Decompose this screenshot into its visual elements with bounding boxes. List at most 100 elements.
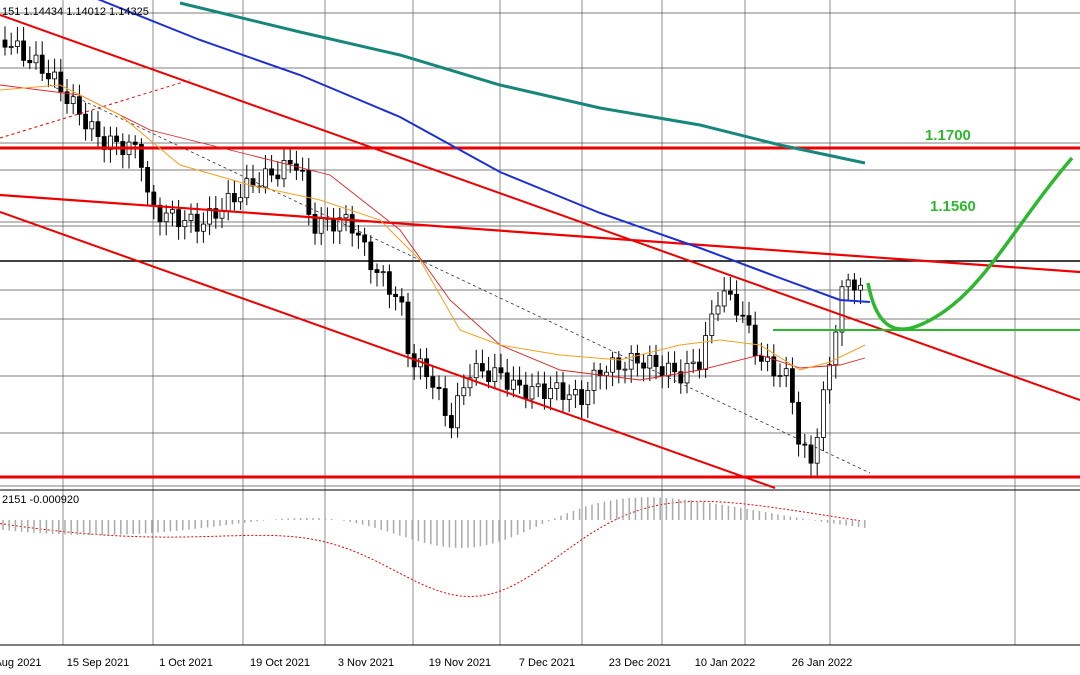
candle-body [467, 377, 473, 389]
trend-line [0, 14, 1080, 401]
candle-body [852, 279, 857, 291]
candle-body [498, 367, 504, 374]
candle-body [14, 40, 20, 47]
candle-body [839, 286, 845, 333]
candle-body [734, 293, 739, 316]
moving-average [97, 0, 871, 303]
candle-body [628, 352, 634, 370]
candle-body [535, 383, 541, 388]
candle-body [790, 368, 795, 403]
candle-body [306, 170, 312, 215]
moving-average [179, 1, 866, 165]
candle-body [554, 382, 560, 389]
candle-body [697, 361, 702, 370]
candle-body [455, 395, 461, 429]
candle-body [213, 208, 219, 219]
candle-body [783, 368, 789, 376]
candle-body [548, 388, 553, 400]
candle-body [386, 271, 392, 295]
candle-body [721, 290, 727, 307]
candle-body [461, 387, 467, 397]
macd-panel [2, 497, 866, 548]
candle-body [510, 379, 516, 390]
candle-body [157, 204, 163, 223]
x-tick-label: 23 Dec 2021 [609, 657, 671, 669]
x-tick-label: 7 Dec 2021 [519, 657, 575, 669]
candle-body [436, 386, 442, 390]
level-label: 1.1560 [930, 198, 976, 215]
candle-body [200, 223, 206, 232]
candle-body [529, 386, 535, 400]
candle-body [77, 96, 82, 115]
candle-body [275, 174, 281, 180]
ohlc-label: 151 1.14434 1.14012 1.14325 [2, 6, 149, 18]
candle-body [424, 358, 430, 378]
candle-body [604, 371, 609, 376]
candle-body [380, 271, 386, 274]
candle-body [362, 234, 368, 243]
candle-body [281, 160, 287, 180]
candle-body [765, 356, 770, 362]
candle-body [21, 40, 27, 61]
candle-body [473, 363, 479, 379]
x-tick-label: Aug 2021 [0, 657, 42, 669]
candle-body [405, 301, 411, 355]
candle-body [504, 372, 510, 390]
candle-body [8, 46, 14, 48]
candle-body [566, 394, 572, 400]
candle-body [46, 72, 51, 80]
candle-body [163, 212, 169, 223]
trend-line [49, 84, 871, 474]
candle-body [64, 91, 70, 104]
candle-body [517, 379, 522, 386]
candle-body [542, 383, 547, 400]
candle-body [287, 160, 293, 165]
forecast-curve [866, 156, 1074, 331]
candle-body [666, 362, 671, 377]
x-tick-label: 15 Sep 2021 [67, 657, 129, 669]
candle-body [858, 284, 863, 291]
x-tick-label: 26 Jan 2022 [792, 657, 853, 669]
candle-body [573, 389, 578, 396]
candle-body [52, 71, 57, 80]
candle-body [523, 384, 529, 400]
candle-body [374, 269, 380, 273]
candle-body [560, 382, 566, 400]
candle-body [597, 369, 603, 376]
candle-body [194, 213, 200, 232]
candle-body [300, 169, 306, 172]
candle-body [343, 214, 349, 219]
lines [0, 0, 1080, 598]
candle-body [33, 54, 39, 64]
candle-body [70, 96, 76, 104]
candle-body [145, 166, 151, 193]
candle-body [759, 355, 764, 362]
candle-body [207, 208, 213, 225]
candle-body [622, 368, 628, 371]
indicator-label: 2151 -0.000920 [2, 494, 79, 506]
candle-body [114, 135, 119, 142]
candle-body [39, 54, 45, 74]
x-tick-label: 1 Oct 2021 [159, 657, 213, 669]
candle-body [337, 217, 343, 232]
candle-body [684, 363, 690, 384]
candle-body [182, 220, 188, 228]
candle-body [579, 389, 584, 405]
candle-body [262, 168, 268, 188]
candle-body [827, 364, 832, 391]
candle-body [225, 193, 231, 212]
candle-body [355, 232, 361, 236]
candle-body [393, 293, 399, 298]
trend-line [0, 193, 1080, 274]
candle-body [231, 193, 237, 203]
x-tick-label: 19 Oct 2021 [250, 657, 310, 669]
candle-body [448, 415, 454, 429]
candle-body [58, 71, 64, 93]
candle-body [269, 168, 275, 176]
x-tick-label: 3 Nov 2021 [338, 657, 394, 669]
candle-body [486, 370, 492, 383]
moving-average [0, 84, 866, 371]
candle-body [728, 290, 733, 295]
candle-body [368, 241, 374, 271]
signal-line [0, 500, 861, 598]
